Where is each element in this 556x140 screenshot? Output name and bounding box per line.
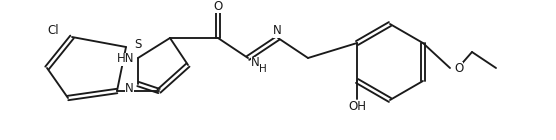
Text: O: O [214,0,222,12]
Text: N: N [272,24,281,38]
Text: O: O [454,61,463,74]
Text: OH: OH [348,101,366,114]
Text: H: H [259,64,267,74]
Text: HN: HN [117,52,134,66]
Text: N: N [125,82,134,95]
Text: S: S [134,38,141,52]
Text: Cl: Cl [47,24,59,37]
Text: N: N [251,57,260,69]
